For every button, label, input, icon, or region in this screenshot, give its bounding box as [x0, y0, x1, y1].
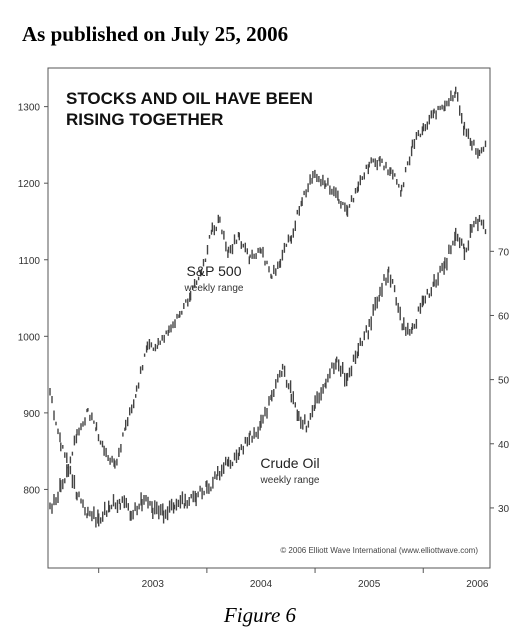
crude-oil-series	[49, 215, 487, 528]
series-annotation-sub: weekly range	[184, 283, 244, 294]
left-tick-label: 1200	[18, 179, 41, 190]
right-axis: 30 40 50 60 70	[490, 247, 510, 515]
x-axis: 2003 2004 2005 2006	[98, 568, 489, 590]
chart-title-line: RISING TOGETHER	[66, 110, 223, 129]
series-annotation-sub: weekly range	[260, 475, 320, 486]
x-tick-label: 2005	[358, 579, 381, 590]
right-tick-label: 70	[498, 247, 510, 258]
right-tick-label: 50	[498, 376, 510, 387]
copyright-text: © 2006 Elliott Wave International (www.e…	[280, 546, 478, 555]
right-tick-label: 60	[498, 311, 510, 322]
chart-title: STOCKS AND OIL HAVE BEEN RISING TOGETHER	[66, 89, 313, 129]
series-layer	[49, 86, 487, 528]
page-header: As published on July 25, 2006	[22, 22, 289, 46]
series-annotation-name: Crude Oil	[260, 455, 319, 471]
annotations: S&P 500 weekly range Crude Oil weekly range	[184, 263, 320, 486]
left-tick-label: 900	[23, 409, 40, 420]
plot-frame	[47, 67, 491, 569]
x-tick-label: 2004	[250, 579, 273, 590]
figure-caption: Figure 6	[223, 603, 297, 627]
left-tick-label: 1100	[18, 256, 40, 267]
series-annotation-name: S&P 500	[186, 263, 241, 279]
x-tick-label: 2006	[466, 579, 489, 590]
left-tick-label: 1300	[18, 103, 41, 114]
sp500-series	[49, 86, 487, 469]
left-axis: 800 900 1000 1100 1200 1300	[18, 103, 48, 496]
x-tick-label: 2003	[142, 579, 165, 590]
chart-title-line: STOCKS AND OIL HAVE BEEN	[66, 89, 313, 108]
right-tick-label: 30	[498, 504, 510, 515]
left-tick-label: 800	[23, 485, 40, 496]
left-tick-label: 1000	[18, 332, 41, 343]
right-tick-label: 40	[498, 440, 510, 451]
